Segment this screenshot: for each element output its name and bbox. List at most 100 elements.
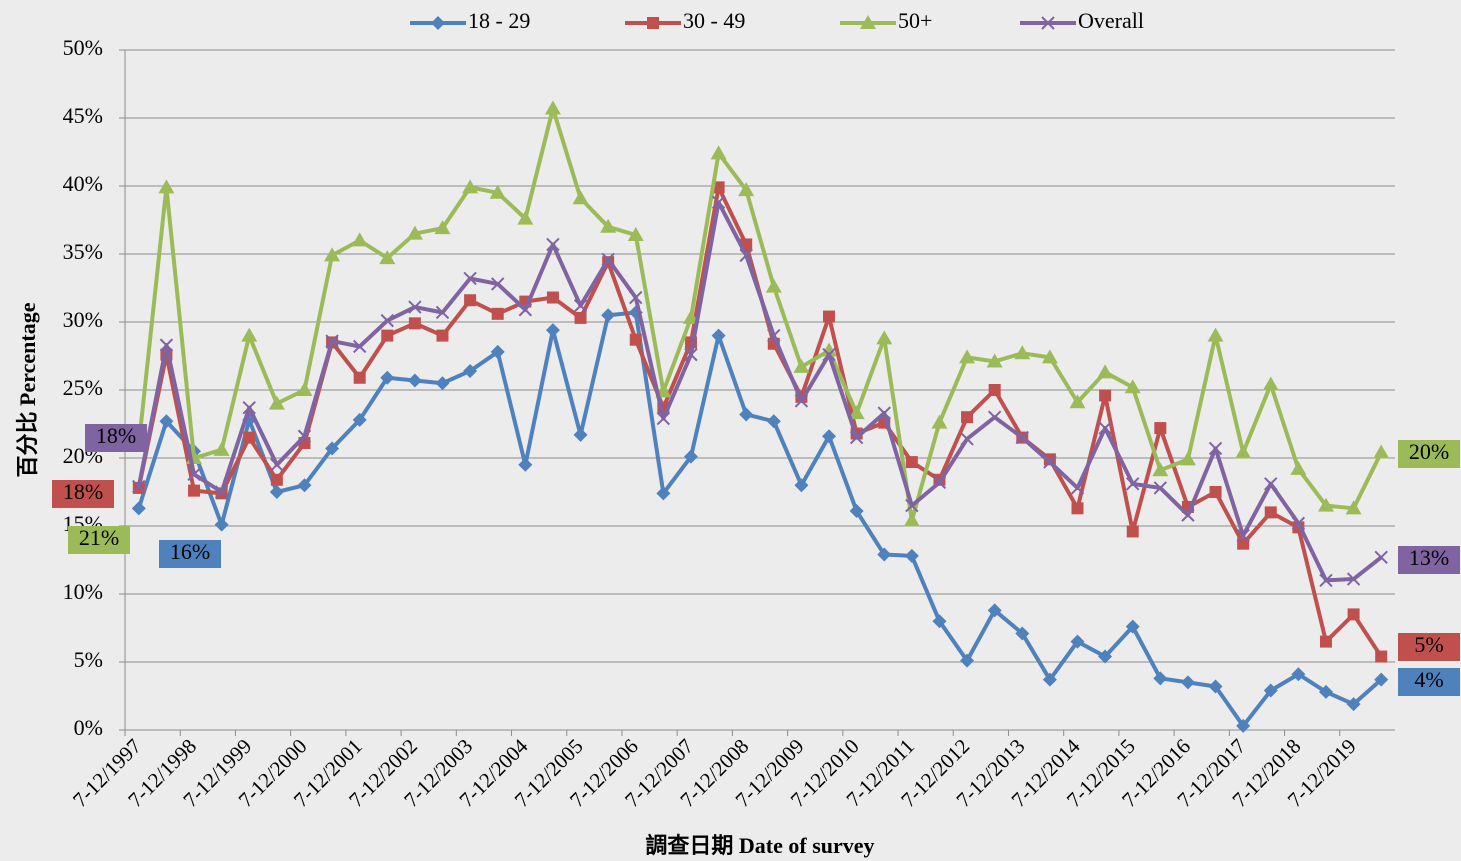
marker: [572, 190, 589, 205]
marker: [1069, 394, 1086, 409]
marker: [1237, 537, 1250, 550]
marker: [381, 329, 394, 342]
marker: [297, 429, 312, 443]
marker: [711, 328, 726, 343]
y-axis-label: 百分比 Percentage: [15, 302, 40, 477]
marker: [489, 184, 506, 199]
marker: [822, 347, 836, 362]
marker: [491, 307, 504, 320]
marker: [296, 382, 313, 396]
marker: [1291, 516, 1306, 530]
marker: [352, 412, 367, 427]
marker: [1041, 349, 1058, 364]
marker: [1098, 649, 1113, 664]
marker: [491, 277, 505, 291]
y-tick-label: 25%: [63, 375, 103, 400]
marker: [436, 329, 449, 342]
y-tick-label: 5%: [74, 647, 103, 672]
marker: [1071, 502, 1084, 515]
marker: [1374, 550, 1388, 564]
marker: [1181, 500, 1194, 513]
marker: [1043, 455, 1057, 469]
marker: [1070, 634, 1085, 649]
data-label-box: [68, 526, 130, 554]
data-label-box: [1398, 440, 1460, 468]
marker: [877, 406, 891, 420]
data-label-box: [159, 540, 221, 568]
marker: [1262, 376, 1279, 391]
marker: [464, 294, 477, 307]
marker: [905, 498, 919, 513]
marker: [1346, 697, 1361, 712]
marker: [406, 225, 423, 240]
series: [132, 195, 1388, 588]
marker: [656, 486, 671, 501]
marker: [1097, 364, 1114, 379]
marker: [517, 210, 534, 225]
marker: [490, 344, 505, 359]
marker: [1154, 422, 1167, 435]
marker: [849, 504, 864, 519]
marker: [380, 313, 394, 328]
data-label: 18%: [96, 423, 136, 448]
marker: [683, 449, 698, 464]
marker: [959, 349, 976, 364]
data-label: 21%: [79, 525, 119, 550]
marker: [600, 218, 617, 233]
legend-label: 50+: [898, 8, 932, 33]
marker: [1179, 451, 1196, 466]
marker: [1319, 573, 1333, 588]
marker: [1264, 506, 1277, 519]
data-label: 5%: [1414, 632, 1443, 657]
data-label-box: [1398, 668, 1460, 696]
marker: [904, 548, 919, 563]
y-tick-label: 10%: [63, 579, 103, 604]
marker: [1318, 684, 1333, 699]
marker: [905, 456, 918, 469]
marker: [518, 457, 533, 472]
marker: [986, 353, 1003, 368]
marker: [1373, 444, 1390, 459]
marker: [241, 327, 258, 342]
marker: [877, 547, 892, 562]
marker: [1236, 528, 1250, 543]
marker: [793, 358, 810, 373]
marker: [408, 317, 421, 330]
marker: [325, 441, 340, 456]
marker: [518, 303, 533, 317]
marker: [1207, 327, 1224, 342]
marker: [380, 370, 395, 385]
marker: [434, 220, 451, 235]
marker: [573, 298, 588, 313]
marker: [647, 17, 659, 29]
marker: [848, 405, 865, 420]
marker: [961, 411, 974, 424]
marker: [324, 247, 341, 262]
marker: [159, 338, 174, 352]
marker: [987, 410, 1002, 424]
marker: [1347, 608, 1360, 621]
series-line: [136, 200, 1383, 583]
marker: [739, 407, 754, 422]
data-label: 18%: [63, 479, 103, 504]
marker: [242, 400, 256, 415]
marker: [739, 248, 753, 263]
marker: [822, 429, 837, 444]
series: [131, 305, 1389, 733]
marker: [711, 195, 726, 210]
marker: [1125, 619, 1140, 634]
marker: [932, 475, 947, 490]
marker: [1014, 345, 1031, 360]
marker: [1346, 572, 1361, 586]
marker: [573, 427, 588, 442]
marker: [132, 479, 146, 494]
marker: [1319, 635, 1332, 648]
data-label-box: [1398, 546, 1460, 574]
data-label: 20%: [1409, 439, 1449, 464]
marker: [1181, 508, 1195, 522]
marker: [960, 653, 975, 668]
marker: [268, 395, 285, 410]
marker: [765, 278, 782, 293]
marker: [1126, 477, 1140, 491]
